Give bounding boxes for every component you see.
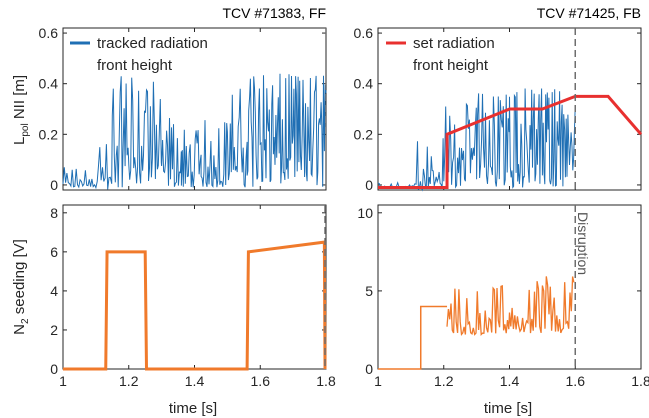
series-tracked-front	[377, 88, 576, 192]
ytick-label: 0.6	[39, 25, 59, 41]
ytick-label: 2	[50, 322, 58, 338]
legend-set: set radiation front height	[386, 35, 495, 74]
legend-set-line1: set radiation	[413, 35, 495, 52]
ytick-label: 4	[50, 283, 58, 299]
title-left: TCV #71383, FF	[223, 5, 327, 21]
panel-bottom-right: 0 5 10 1 1.2 1.4 1.6 1.8	[357, 204, 649, 389]
ytick-label: 0	[50, 361, 58, 377]
series-set-front	[378, 94, 643, 189]
xtick-label: 1.8	[631, 373, 649, 389]
ytick-label: 0.2	[354, 126, 374, 142]
ytick-label: 5	[365, 283, 373, 299]
ytick-label: 0	[365, 177, 373, 193]
axes-frame-p3	[62, 204, 327, 370]
legend-tracked-line1: tracked radiation	[97, 35, 208, 52]
disruption-annotation: Disruption	[575, 212, 591, 275]
xtick-label: 1.4	[500, 373, 520, 389]
ylabel-bottom: N2 seeding [V]	[11, 239, 31, 335]
ytick-label: 0.4	[354, 76, 374, 92]
xtick-label: 1	[59, 373, 67, 389]
legend-set-line2: front height	[413, 57, 489, 74]
xtick-label: 1.6	[251, 373, 271, 389]
xtick-label: 1.6	[566, 373, 586, 389]
ytick-label: 10	[357, 205, 373, 221]
ytick-label: 8	[50, 205, 58, 221]
ytick-label: 6	[50, 244, 58, 260]
ytick-label: 0.6	[354, 25, 374, 41]
ytick-label: 0	[365, 361, 373, 377]
xtick-label: 1.2	[434, 373, 454, 389]
series-tracked-front	[62, 73, 327, 190]
ytick-label: 0	[50, 177, 58, 193]
xtick-label: 1.2	[119, 373, 139, 389]
xlabel-left: time [s]	[169, 400, 217, 417]
series-seeding-feedback	[446, 276, 575, 337]
series-seeding-feedforward	[63, 240, 327, 371]
ytick-label: 0.4	[39, 76, 59, 92]
legend-tracked-line2: front height	[97, 57, 173, 74]
xtick-label: 1.8	[316, 373, 336, 389]
ytick-label: 0.2	[39, 126, 59, 142]
ylabel-top: Lpol NII [m]	[11, 75, 31, 145]
xtick-label: 1.4	[185, 373, 205, 389]
series-seeding-step	[378, 305, 448, 370]
xlabel-right: time [s]	[484, 400, 532, 417]
panel-bottom-left: 0 2 4 6 8 1 1.2 1.4 1.6 1.8	[50, 204, 336, 389]
panel-top-right: 0 0.2 0.4 0.6	[354, 25, 643, 193]
title-right: TCV #71425, FB	[537, 5, 641, 21]
panel-top-left: 0 0.2 0.4 0.6	[39, 25, 327, 193]
legend-tracked: tracked radiation front height	[70, 35, 208, 74]
axes-frame-p4	[377, 204, 642, 370]
xtick-label: 1	[374, 373, 382, 389]
